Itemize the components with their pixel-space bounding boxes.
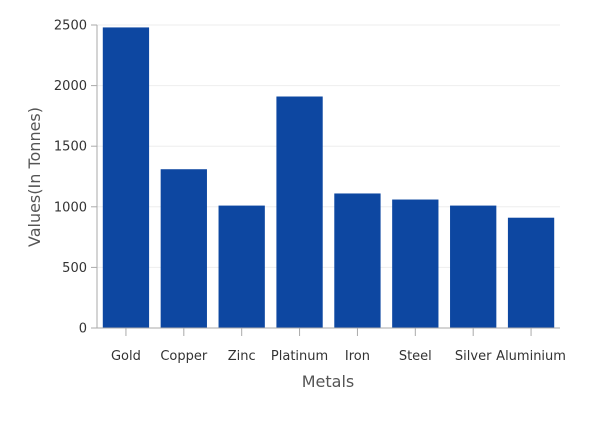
bar-steel	[392, 199, 439, 328]
y-axis-title: Values(In Tonnes)	[25, 107, 44, 247]
bar-series	[102, 27, 555, 329]
bar-platinum	[276, 96, 323, 329]
x-axis-ticks: Gold Copper Zinc Platinum Iron Steel Silver Alu…	[111, 328, 566, 364]
x-tick-label: Steel	[399, 349, 432, 364]
y-tick-label: 1500	[54, 140, 87, 155]
x-tick-label: Copper	[160, 349, 208, 364]
y-tick-label: 2000	[54, 79, 87, 94]
x-tick-label: Aluminium	[496, 349, 566, 364]
x-axis-title: Metals	[302, 372, 355, 391]
x-tick-label: Iron	[345, 349, 370, 364]
y-axis-ticks: 0 500 1000 1500 2000 2500	[54, 19, 97, 337]
bar-gold	[102, 27, 150, 328]
bar-zinc	[218, 205, 265, 328]
axes	[96, 25, 560, 329]
bar-aluminium	[507, 217, 555, 328]
y-tick-label: 1000	[54, 200, 87, 215]
x-tick-label: Platinum	[271, 349, 328, 364]
bar-copper	[160, 169, 207, 328]
bar-silver	[450, 205, 497, 328]
bar-iron	[334, 193, 381, 328]
y-tick-label: 2500	[54, 19, 87, 34]
y-tick-label: 0	[79, 322, 87, 337]
x-tick-label: Zinc	[228, 349, 256, 364]
x-tick-label: Silver	[455, 349, 492, 364]
y-tick-label: 500	[62, 261, 87, 276]
x-tick-label: Gold	[111, 349, 141, 364]
